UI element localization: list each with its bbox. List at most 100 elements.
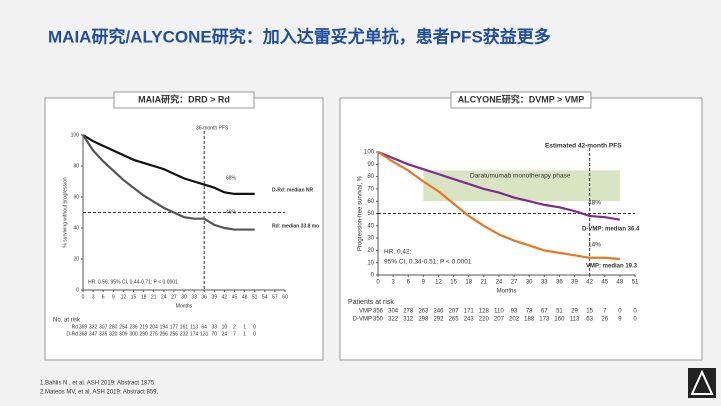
x-tick-label: 21 — [151, 294, 157, 300]
footnote: 1.Bahlis N , et al. ASH 2019: Abstract 1… — [40, 381, 156, 387]
annotation: HR, 0.56; 95% CI, 0.44-0.71; P < 0.0001 — [88, 279, 178, 285]
at-risk-count: 243 — [464, 317, 475, 323]
x-tick-label: 45 — [601, 280, 608, 286]
at-risk-name: Rd — [72, 324, 79, 330]
x-tick-label: 36 — [201, 294, 207, 300]
y-tick-label: 100 — [71, 132, 80, 138]
y-tick-label: 30 — [367, 236, 374, 242]
at-risk-count: 280 — [109, 324, 118, 330]
at-risk-count: 131 — [200, 331, 209, 337]
at-risk-count: 63 — [586, 317, 593, 323]
x-tick-label: 12 — [435, 280, 442, 286]
at-risk-count: 219 — [139, 324, 148, 330]
annotation: 36-month PFS — [196, 125, 229, 131]
at-risk-count: 322 — [388, 317, 399, 323]
at-risk-count: 113 — [190, 324, 198, 330]
at-risk-name: D-VMP — [353, 317, 372, 323]
annotation: Estimated 42-month PFS — [545, 143, 622, 150]
x-tick-label: 15 — [131, 294, 137, 300]
at-risk-count: 207 — [494, 317, 505, 323]
at-risk-count: 64 — [201, 324, 207, 330]
shaded-region — [423, 170, 620, 202]
at-risk-count: 298 — [418, 317, 429, 323]
at-risk-count: 93 — [511, 309, 518, 315]
at-risk-name: D-Rd — [66, 331, 78, 337]
x-tick-label: 39 — [212, 294, 218, 300]
at-risk-count: 290 — [139, 331, 148, 337]
at-risk-count: 0 — [618, 309, 622, 315]
y-tick-label: 40 — [367, 223, 374, 229]
x-tick-label: 33 — [541, 280, 548, 286]
x-tick-label: 45 — [232, 294, 238, 300]
at-risk-count: 263 — [418, 309, 429, 315]
at-risk-count: 128 — [479, 309, 490, 315]
at-risk-count: 320 — [109, 331, 118, 337]
at-risk-count: 7 — [233, 331, 236, 337]
panel-title: ALCYONE研究：DVMP > VMP — [458, 93, 585, 104]
x-tick-label: 51 — [632, 280, 639, 286]
at-risk-count: 220 — [479, 317, 490, 323]
y-tick-label: 0 — [371, 273, 375, 279]
survival-curve — [82, 134, 255, 195]
x-tick-label: 24 — [161, 294, 167, 300]
at-risk-count: 2 — [233, 324, 236, 330]
annotation: 95% CI, 0.34-0.51; P < 0.0001 — [384, 259, 472, 266]
x-tick-label: 42 — [586, 280, 593, 286]
at-risk-count: 0 — [253, 331, 256, 337]
x-tick-label: 6 — [102, 294, 105, 300]
at-risk-count: 10 — [222, 324, 228, 330]
survival-curve — [82, 134, 255, 231]
at-risk-count: 7 — [603, 309, 607, 315]
at-risk-count: 171 — [464, 309, 475, 315]
at-risk-count: 368 — [79, 331, 88, 337]
at-risk-count: 0 — [633, 309, 637, 315]
at-risk-count: 70 — [212, 331, 218, 337]
at-risk-name: VMP — [359, 309, 372, 315]
x-tick-label: 60 — [282, 294, 288, 300]
x-tick-label: 6 — [407, 280, 411, 286]
annotation: 68% — [226, 175, 237, 181]
x-tick-label: 33 — [191, 294, 197, 300]
y-tick-label: 60 — [73, 194, 79, 200]
at-risk-count: 24 — [222, 331, 228, 337]
y-tick-label: 40 — [73, 225, 79, 231]
x-tick-label: 21 — [480, 280, 487, 286]
at-risk-count: 15 — [586, 309, 593, 315]
panel — [44, 97, 324, 361]
panel-title: MAIA研究：DRD > Rd — [138, 93, 230, 104]
footnote: 2.Mateos MV, et al. ASH 2019: Abstract 8… — [40, 390, 159, 396]
x-tick-label: 9 — [422, 280, 426, 286]
at-risk-count: 312 — [403, 317, 414, 323]
at-risk-title: Patients at risk — [348, 299, 394, 306]
at-risk-count: 256 — [170, 331, 179, 337]
annotation: Daratumumab monotherapy phase — [470, 173, 571, 180]
x-tick-label: 42 — [222, 294, 228, 300]
x-tick-label: 3 — [92, 294, 95, 300]
at-risk-count: 110 — [494, 309, 504, 315]
at-risk-count: 350 — [373, 317, 384, 323]
x-tick-label: 54 — [262, 294, 268, 300]
at-risk-count: 0 — [253, 324, 256, 330]
x-tick-label: 24 — [496, 280, 503, 286]
x-tick-label: 27 — [511, 280, 518, 286]
x-tick-label: 18 — [465, 280, 472, 286]
y-tick-label: 90 — [367, 162, 374, 168]
x-tick-label: 30 — [181, 294, 187, 300]
at-risk-count: 347 — [89, 331, 98, 337]
at-risk-count: 33 — [212, 324, 218, 330]
annotation: 48% — [588, 200, 601, 207]
y-axis-label: Progression-free survival, % — [358, 175, 364, 251]
at-risk-count: 67 — [541, 309, 548, 315]
at-risk-count: 266 — [160, 331, 169, 337]
x-tick-label: 39 — [571, 280, 578, 286]
y-tick-label: 80 — [73, 163, 79, 169]
at-risk-count: 9 — [618, 317, 622, 323]
at-risk-count: 246 — [433, 309, 444, 315]
panel-header-box — [113, 91, 255, 109]
series-label: VMP: median 19.3 — [586, 264, 638, 270]
x-tick-label: 3 — [391, 280, 395, 286]
at-risk-count: 265 — [449, 317, 460, 323]
survival-curve — [377, 151, 620, 261]
x-tick-label: 48 — [242, 294, 248, 300]
at-risk-count: 1 — [243, 324, 246, 330]
